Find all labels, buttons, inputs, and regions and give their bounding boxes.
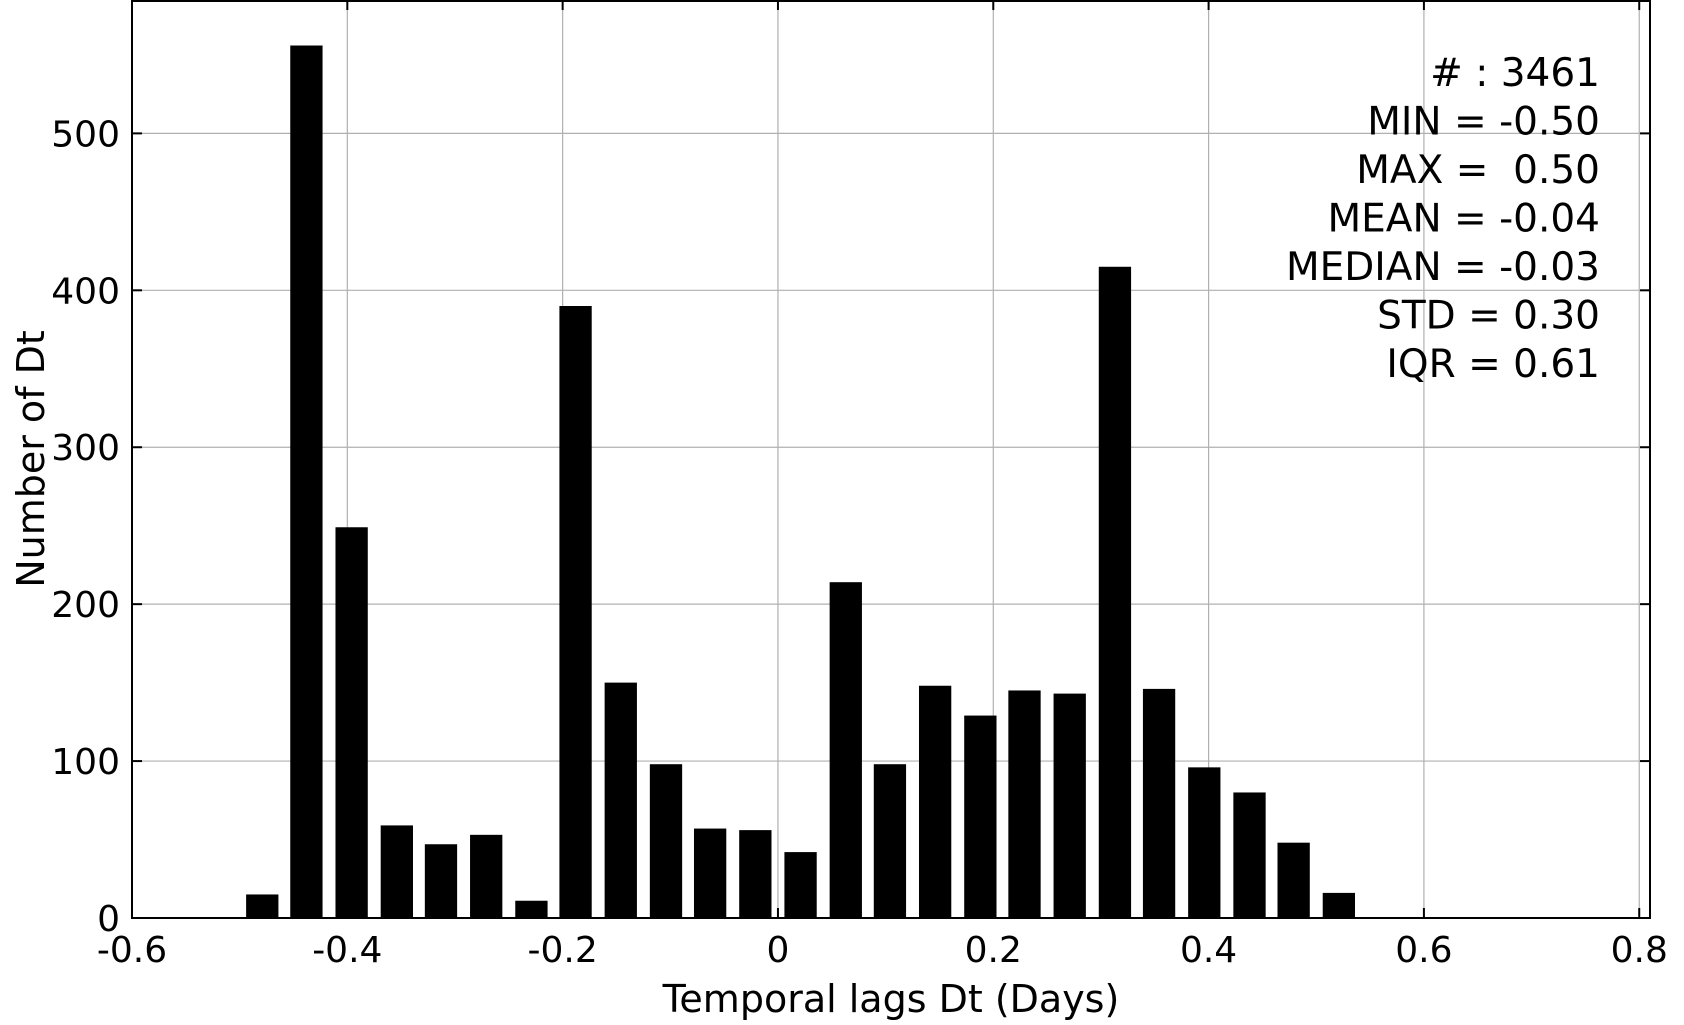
stats-line: IQR = 0.61 <box>1386 342 1600 387</box>
stats-line: MEDIAN = -0.03 <box>1286 245 1600 290</box>
histogram-bar <box>380 825 413 918</box>
histogram-bar <box>515 900 548 918</box>
stats-line: # : 3461 <box>1430 51 1600 96</box>
histogram-bar <box>1188 767 1221 918</box>
y-tick-label: 200 <box>51 585 120 626</box>
histogram-bar <box>470 834 503 918</box>
histogram-bar <box>604 682 637 918</box>
histogram-bar <box>829 582 862 918</box>
histogram-bar <box>739 830 772 918</box>
histogram-bar <box>784 852 817 918</box>
histogram-bar <box>335 527 368 918</box>
histogram-bar <box>964 715 997 918</box>
stats-line: STD = 0.30 <box>1377 294 1600 339</box>
y-tick-label: 100 <box>51 742 120 783</box>
histogram-bar <box>1053 693 1086 918</box>
histogram-bar <box>918 685 952 918</box>
y-tick-label: 400 <box>51 271 120 312</box>
histogram-bar <box>559 306 592 918</box>
y-axis-label: Number of Dt <box>9 330 53 588</box>
histogram-bar <box>693 828 727 918</box>
x-tick-label: 0.4 <box>1180 930 1237 971</box>
x-tick-label: 0.8 <box>1611 930 1668 971</box>
x-tick-label: -0.6 <box>97 930 167 971</box>
histogram-bar <box>1142 688 1176 918</box>
histogram-bar <box>246 894 279 918</box>
x-tick-labels: -0.6 -0.4 -0.2 0 0.2 0.4 0.6 0.8 <box>97 930 1668 971</box>
x-tick-label: -0.4 <box>312 930 382 971</box>
histogram-bar <box>424 844 458 918</box>
y-tick-label: 500 <box>51 114 120 155</box>
y-tick-label: 0 <box>97 899 120 940</box>
y-tick-labels: 0 100 200 300 400 500 <box>51 114 120 940</box>
histogram-bar <box>1008 690 1041 918</box>
histogram-bar <box>1233 792 1266 918</box>
x-tick-label: -0.2 <box>528 930 598 971</box>
histogram-bar <box>873 764 907 918</box>
histogram-bar <box>1277 842 1310 918</box>
y-tick-label: 300 <box>51 428 120 469</box>
histogram-bar <box>1098 266 1132 918</box>
histogram-bar <box>290 45 323 918</box>
histogram-bar <box>1322 892 1356 918</box>
bar-series <box>246 45 1356 918</box>
stats-line: MAX = 0.50 <box>1356 148 1600 193</box>
stats-line: MEAN = -0.04 <box>1327 197 1600 242</box>
plot-frame <box>131 0 1651 919</box>
histogram-bar <box>649 764 683 918</box>
x-tick-label: 0 <box>767 930 790 971</box>
x-tick-label: 0.6 <box>1395 930 1452 971</box>
tick-marks <box>131 0 1650 919</box>
gridlines <box>131 0 1650 919</box>
x-tick-label: 0.2 <box>965 930 1022 971</box>
x-axis-label: Temporal lags Dt (Days) <box>662 977 1120 1021</box>
stats-line: MIN = -0.50 <box>1367 100 1600 145</box>
